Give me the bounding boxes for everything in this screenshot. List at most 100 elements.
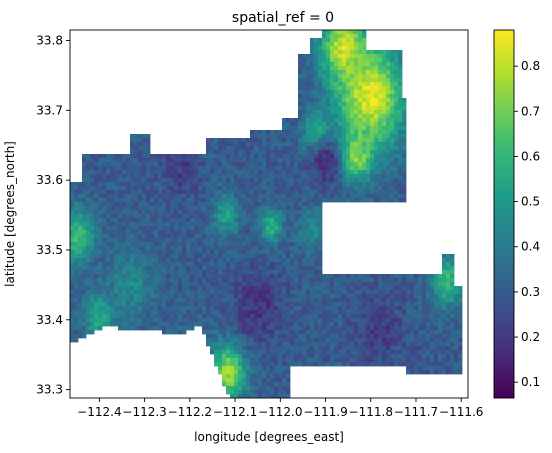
heatmap-cell — [402, 134, 407, 139]
heatmap-cell — [322, 150, 327, 155]
heatmap-cell — [86, 174, 91, 179]
heatmap-cell — [250, 174, 255, 179]
heatmap-cell — [338, 102, 343, 107]
heatmap-cell — [78, 302, 83, 307]
heatmap-cell — [346, 114, 351, 119]
heatmap-cell — [294, 162, 299, 167]
heatmap-cell — [310, 310, 315, 315]
heatmap-cell — [214, 334, 219, 339]
heatmap-cell — [98, 226, 103, 231]
heatmap-cell — [442, 350, 447, 355]
heatmap-cell — [222, 250, 227, 255]
heatmap-cell — [262, 178, 267, 183]
heatmap-cell — [322, 30, 327, 35]
heatmap-cell — [434, 310, 439, 315]
heatmap-cell — [82, 178, 87, 183]
heatmap-cell — [394, 150, 399, 155]
heatmap-cell — [90, 330, 95, 335]
heatmap-cell — [298, 62, 303, 67]
heatmap-cell — [458, 358, 463, 363]
heatmap-cell — [186, 230, 191, 235]
heatmap-cell — [326, 118, 331, 123]
heatmap-cell — [146, 210, 151, 215]
heatmap-cell — [174, 246, 179, 251]
heatmap-cell — [186, 162, 191, 167]
heatmap-cell — [382, 54, 387, 59]
heatmap-cell — [354, 118, 359, 123]
heatmap-cell — [330, 198, 335, 203]
heatmap-cell — [422, 282, 427, 287]
heatmap-cell — [286, 302, 291, 307]
heatmap-cell — [458, 306, 463, 311]
heatmap-cell — [70, 234, 75, 239]
heatmap-cell — [306, 122, 311, 127]
heatmap-cell — [130, 322, 135, 327]
heatmap-cell — [146, 222, 151, 227]
heatmap-cell — [270, 258, 275, 263]
heatmap-cell — [126, 254, 131, 259]
heatmap-cell — [214, 226, 219, 231]
heatmap-cell — [90, 294, 95, 299]
heatmap-cell — [166, 290, 171, 295]
heatmap-cell — [214, 146, 219, 151]
heatmap-cell — [318, 130, 323, 135]
heatmap-cell — [218, 206, 223, 211]
heatmap-cell — [438, 334, 443, 339]
heatmap-cell — [242, 234, 247, 239]
heatmap-cell — [190, 206, 195, 211]
heatmap-cell — [398, 198, 403, 203]
heatmap-cell — [70, 218, 75, 223]
heatmap-cell — [294, 278, 299, 283]
heatmap-cell — [194, 254, 199, 259]
heatmap-cell — [234, 150, 239, 155]
heatmap-cell — [402, 274, 407, 279]
heatmap-cell — [130, 234, 135, 239]
heatmap-cell — [442, 282, 447, 287]
heatmap-cell — [302, 310, 307, 315]
heatmap-cell — [350, 98, 355, 103]
heatmap-cell — [134, 282, 139, 287]
heatmap-cell — [226, 186, 231, 191]
heatmap-cell — [170, 230, 175, 235]
heatmap-cell — [314, 126, 319, 131]
heatmap-cell — [130, 158, 135, 163]
heatmap-cell — [218, 326, 223, 331]
heatmap-cell — [298, 178, 303, 183]
heatmap-cell — [398, 174, 403, 179]
heatmap-cell — [218, 286, 223, 291]
heatmap-cell — [286, 130, 291, 135]
heatmap-cell — [278, 266, 283, 271]
heatmap-cell — [454, 306, 459, 311]
heatmap-cell — [406, 302, 411, 307]
heatmap-cell — [322, 178, 327, 183]
heatmap-cell — [170, 194, 175, 199]
heatmap-cell — [78, 270, 83, 275]
heatmap-cell — [118, 178, 123, 183]
heatmap-cell — [86, 238, 91, 243]
heatmap-cell — [338, 318, 343, 323]
heatmap-cell — [206, 282, 211, 287]
heatmap-cell — [126, 234, 131, 239]
heatmap-cell — [126, 226, 131, 231]
heatmap-cell — [86, 326, 91, 331]
heatmap-cell — [178, 190, 183, 195]
heatmap-cell — [330, 166, 335, 171]
heatmap-cell — [254, 342, 259, 347]
heatmap-cell — [306, 202, 311, 207]
heatmap-cell — [242, 290, 247, 295]
heatmap-cell — [442, 334, 447, 339]
heatmap-cell — [318, 146, 323, 151]
heatmap-cell — [410, 338, 415, 343]
heatmap-cell — [266, 190, 271, 195]
heatmap-cell — [270, 242, 275, 247]
heatmap-cell — [338, 150, 343, 155]
heatmap-cell — [306, 330, 311, 335]
heatmap-cell — [238, 266, 243, 271]
heatmap-cell — [154, 278, 159, 283]
heatmap-cell — [458, 294, 463, 299]
heatmap-cell — [190, 154, 195, 159]
heatmap-cell — [258, 326, 263, 331]
heatmap-cell — [354, 122, 359, 127]
heatmap-cell — [318, 334, 323, 339]
heatmap-cell — [438, 298, 443, 303]
